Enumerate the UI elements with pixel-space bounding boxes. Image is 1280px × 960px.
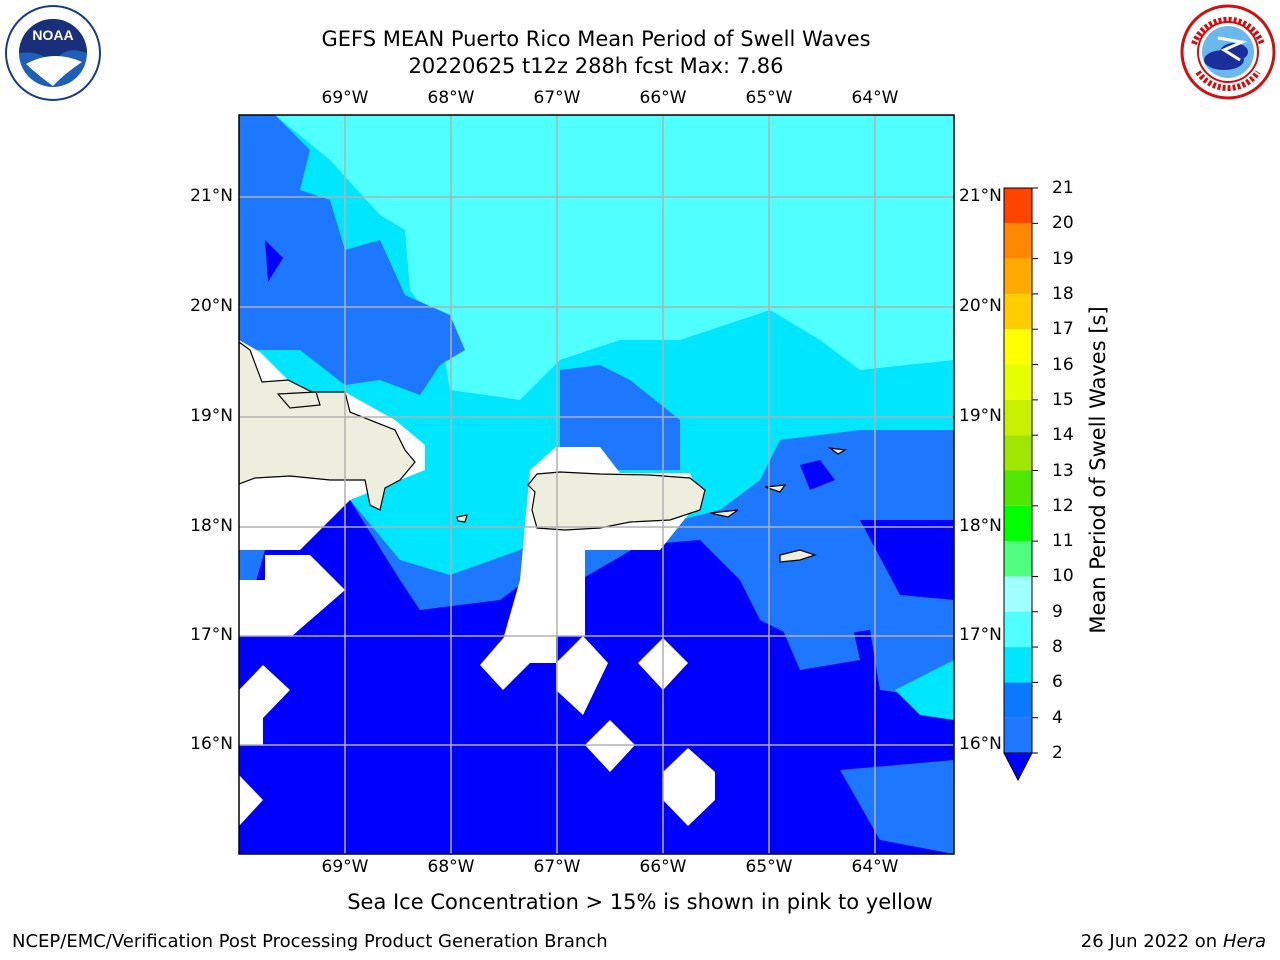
lat-label-left: 17°N bbox=[190, 625, 233, 645]
lon-label-top: 67°W bbox=[533, 88, 581, 108]
footer-host: Hera bbox=[1222, 931, 1266, 952]
colorbar-segment bbox=[1004, 258, 1032, 294]
colorbar-segment bbox=[1004, 682, 1032, 718]
colorbar bbox=[1003, 187, 1038, 782]
lon-label-bottom: 67°W bbox=[533, 857, 581, 877]
colorbar-segment bbox=[1004, 541, 1032, 577]
contour-2-4 bbox=[770, 600, 860, 670]
colorbar-tick-label: 6 bbox=[1052, 672, 1063, 693]
lon-label-bottom: 64°W bbox=[851, 857, 899, 877]
colorbar-tick-label: 19 bbox=[1052, 248, 1074, 269]
colorbar-tick-label: 17 bbox=[1052, 319, 1074, 340]
svg-text:NOAA: NOAA bbox=[32, 27, 73, 43]
colorbar-segment bbox=[1004, 364, 1032, 400]
lon-label-bottom: 65°W bbox=[745, 857, 793, 877]
lon-label-bottom: 68°W bbox=[427, 857, 475, 877]
lon-label-top: 66°W bbox=[639, 88, 687, 108]
lat-label-right: 19°N bbox=[959, 406, 1002, 426]
colorbar-segment bbox=[1004, 188, 1032, 224]
colorbar-tick-label: 2 bbox=[1052, 743, 1063, 763]
footer-credit: NCEP/EMC/Verification Post Processing Pr… bbox=[12, 931, 608, 952]
colorbar-tick-label: 10 bbox=[1052, 566, 1074, 587]
nws-logo bbox=[1180, 4, 1276, 100]
lat-label-right: 17°N bbox=[959, 625, 1002, 645]
lat-label-left: 16°N bbox=[190, 734, 233, 754]
island bbox=[827, 447, 847, 455]
colorbar-tick-label: 13 bbox=[1052, 460, 1074, 481]
colorbar-segment bbox=[1004, 329, 1032, 365]
no-data-area bbox=[239, 775, 263, 826]
colorbar-segment bbox=[1004, 293, 1032, 330]
island bbox=[764, 484, 787, 493]
contour-lt-2 bbox=[265, 240, 283, 282]
st-croix bbox=[779, 549, 817, 563]
colorbar-tick-label: 16 bbox=[1052, 354, 1074, 375]
no-data-area bbox=[480, 636, 556, 690]
contour-2-4 bbox=[239, 115, 465, 395]
colorbar-tick-label: 15 bbox=[1052, 389, 1074, 410]
colorbar-tick-label: 4 bbox=[1052, 707, 1063, 728]
lon-label-top: 69°W bbox=[321, 88, 369, 108]
colorbar-segment bbox=[1004, 223, 1032, 259]
lon-label-top: 65°W bbox=[745, 88, 793, 108]
colorbar-tick-label: 21 bbox=[1052, 178, 1074, 198]
lon-label-top: 68°W bbox=[427, 88, 475, 108]
lat-label-left: 18°N bbox=[190, 516, 233, 536]
contour-2-4 bbox=[840, 760, 954, 854]
no-data-area bbox=[663, 748, 715, 826]
no-data-area bbox=[239, 555, 345, 636]
lat-label-right: 20°N bbox=[959, 296, 1002, 316]
colorbar-segment bbox=[1004, 399, 1032, 436]
lon-label-bottom: 66°W bbox=[639, 857, 687, 877]
contour-lt-2 bbox=[800, 460, 835, 490]
landmass-layer bbox=[239, 341, 847, 563]
colorbar-segment bbox=[1004, 647, 1032, 683]
colorbar-tick-label: 18 bbox=[1052, 283, 1074, 304]
colorbar-tick-label: 12 bbox=[1052, 495, 1074, 516]
puerto-rico bbox=[527, 471, 706, 531]
lat-lon-grid bbox=[239, 115, 954, 854]
mona-island bbox=[456, 514, 468, 523]
lon-label-top: 64°W bbox=[851, 88, 899, 108]
colorbar-segment bbox=[1004, 576, 1032, 612]
colorbar-label: Mean Period of Swell Waves [s] bbox=[1086, 306, 1110, 634]
footer-date: 26 Jun 2022 on Hera bbox=[1081, 931, 1266, 952]
colorbar-segment bbox=[1004, 611, 1032, 648]
vieques bbox=[709, 509, 739, 518]
colorbar-segment bbox=[1004, 435, 1032, 471]
map-frame bbox=[238, 114, 955, 855]
hispaniola bbox=[239, 341, 416, 511]
colorbar-tick-label: 20 bbox=[1052, 213, 1074, 234]
no-data-area bbox=[585, 720, 635, 772]
lat-label-right: 18°N bbox=[959, 516, 1002, 536]
lat-label-left: 19°N bbox=[190, 406, 233, 426]
colorbar-tick-label: 11 bbox=[1052, 531, 1074, 552]
colorbar-segment bbox=[1004, 470, 1032, 506]
colorbar-segment bbox=[1004, 505, 1032, 542]
footer-date-text: 26 Jun 2022 on bbox=[1080, 931, 1218, 952]
lon-label-bottom: 69°W bbox=[321, 857, 369, 877]
island-outline bbox=[276, 391, 321, 409]
lat-label-right: 21°N bbox=[959, 186, 1002, 206]
lat-label-left: 21°N bbox=[190, 186, 233, 206]
no-data-area bbox=[239, 665, 290, 745]
lat-label-left: 20°N bbox=[190, 296, 233, 316]
colorbar-segment bbox=[1004, 717, 1032, 753]
map-subtitle: 20220625 t12z 288h fcst Max: 7.86 bbox=[408, 54, 784, 78]
colorbar-tick-label: 8 bbox=[1052, 637, 1063, 658]
map-title: GEFS MEAN Puerto Rico Mean Period of Swe… bbox=[321, 27, 871, 51]
sea-ice-note: Sea Ice Concentration > 15% is shown in … bbox=[347, 890, 933, 914]
colorbar-tick-label: 9 bbox=[1052, 601, 1063, 622]
contour-4-6 bbox=[895, 660, 954, 720]
noaa-logo: NOAA bbox=[5, 5, 101, 101]
contour-lt-2 bbox=[860, 520, 954, 600]
colorbar-tick-label: 14 bbox=[1052, 425, 1074, 446]
no-data-area bbox=[556, 636, 608, 715]
lat-label-right: 16°N bbox=[959, 734, 1002, 754]
colorbar-underflow bbox=[1003, 752, 1033, 782]
